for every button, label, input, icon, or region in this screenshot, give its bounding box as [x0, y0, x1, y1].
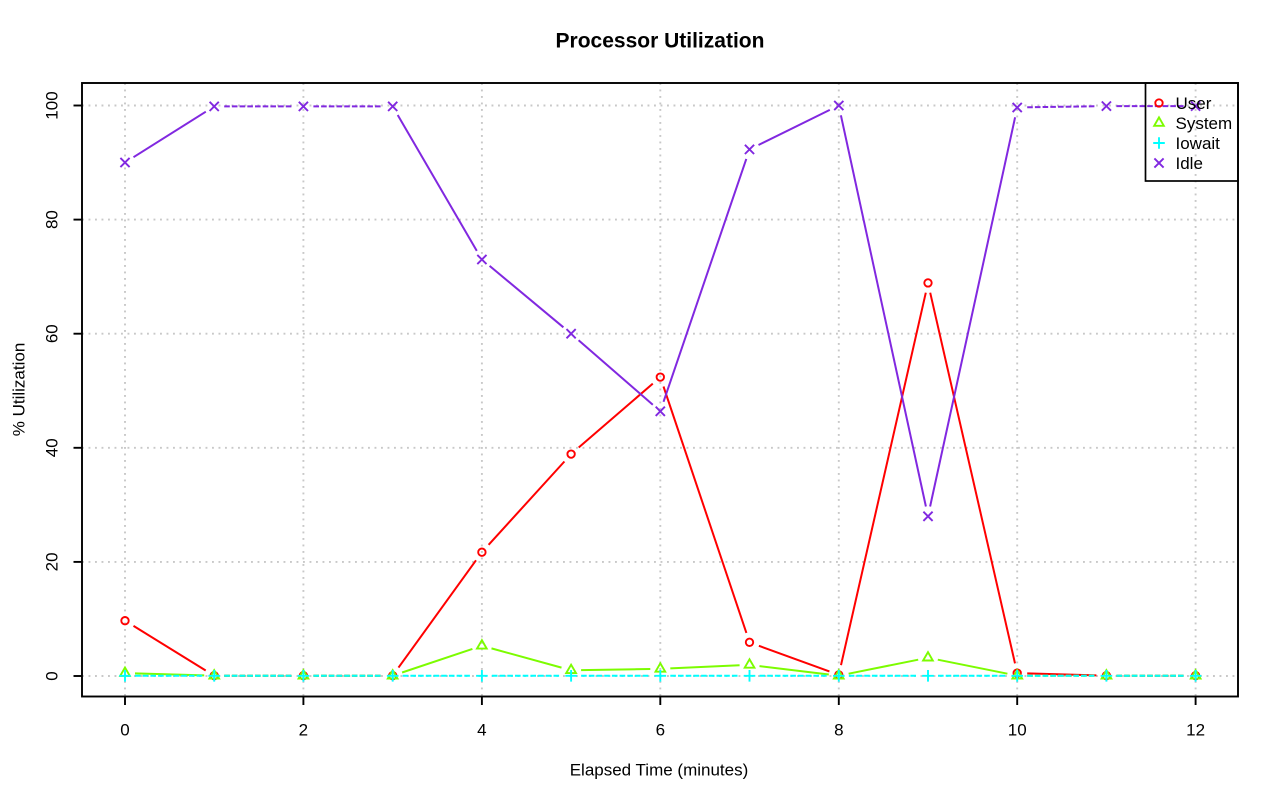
svg-text:System: System: [1176, 114, 1233, 133]
svg-text:40: 40: [43, 438, 62, 457]
svg-text:100: 100: [43, 91, 62, 119]
svg-text:0: 0: [43, 671, 62, 680]
svg-text:6: 6: [656, 721, 665, 740]
svg-text:User: User: [1176, 94, 1212, 113]
svg-text:8: 8: [834, 721, 843, 740]
svg-text:% Utilization: % Utilization: [10, 343, 29, 437]
svg-text:Elapsed Time (minutes): Elapsed Time (minutes): [570, 761, 749, 780]
svg-text:Processor Utilization: Processor Utilization: [556, 30, 765, 53]
svg-text:10: 10: [1008, 721, 1027, 740]
svg-text:Idle: Idle: [1176, 154, 1203, 173]
svg-text:80: 80: [43, 210, 62, 229]
svg-text:4: 4: [477, 721, 486, 740]
svg-text:20: 20: [43, 552, 62, 571]
svg-text:0: 0: [120, 721, 129, 740]
svg-text:Iowait: Iowait: [1176, 134, 1221, 153]
svg-text:12: 12: [1186, 721, 1205, 740]
svg-text:60: 60: [43, 324, 62, 343]
svg-text:2: 2: [299, 721, 308, 740]
